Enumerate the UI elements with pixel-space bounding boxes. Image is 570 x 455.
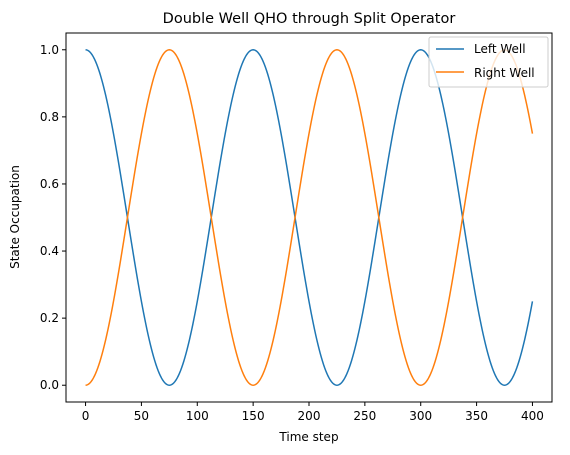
ticks: 0 50 100 150 200 250 300 350 400 0.0 0.2 0.4 0.6 0.8 1…: [40, 43, 544, 423]
legend-label-right-well: Right Well: [474, 66, 535, 80]
y-tick-label-1: 0.2: [40, 311, 59, 325]
series-line-left-well: [85, 49, 534, 386]
x-tick-label-350: 350: [465, 409, 488, 423]
y-axis-label: State Occupation: [8, 165, 22, 269]
y-tick-label-0: 0.0: [40, 378, 59, 392]
x-tick-label-400: 400: [521, 409, 544, 423]
x-tick-label-250: 250: [353, 409, 376, 423]
series-line-right-well: [85, 49, 534, 386]
y-tick-label-3: 0.6: [40, 177, 59, 191]
y-tick-label-5: 1.0: [40, 43, 59, 57]
x-tick-label-0: 0: [82, 409, 90, 423]
x-tick-label-200: 200: [298, 409, 321, 423]
series-lines: [85, 49, 534, 386]
x-tick-label-100: 100: [186, 409, 209, 423]
legend-label-left-well: Left Well: [474, 42, 526, 56]
x-tick-label-300: 300: [409, 409, 432, 423]
y-tick-label-2: 0.4: [40, 244, 59, 258]
plot-frame: [65, 32, 553, 403]
chart-title: Double Well QHO through Split Operator: [163, 11, 456, 27]
x-tick-label-50: 50: [134, 409, 149, 423]
legend: Left Well Right Well: [428, 36, 549, 88]
x-axis-label: Time step: [278, 430, 338, 444]
x-tick-label-150: 150: [242, 409, 265, 423]
y-tick-label-4: 0.8: [40, 110, 59, 124]
